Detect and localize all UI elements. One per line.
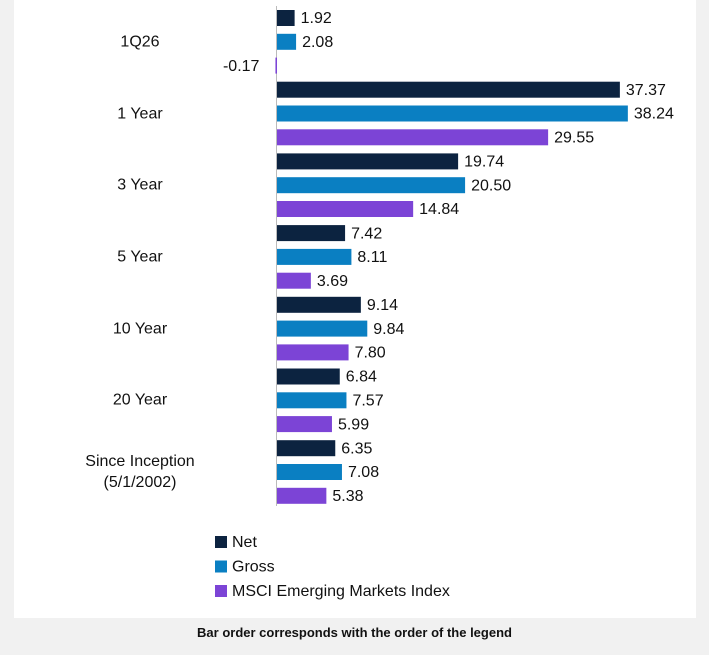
footnote: Bar order corresponds with the order of … bbox=[197, 625, 512, 640]
legend-swatch bbox=[215, 560, 227, 573]
category-label: 1 Year bbox=[117, 105, 163, 122]
value-label: 2.08 bbox=[302, 34, 333, 51]
value-label: 9.14 bbox=[367, 297, 398, 314]
value-label: 5.38 bbox=[332, 488, 363, 505]
value-label: 1.92 bbox=[301, 10, 332, 27]
legend-swatch bbox=[215, 585, 227, 597]
value-label: 19.74 bbox=[464, 154, 504, 171]
legend-label: Net bbox=[232, 534, 257, 551]
legend-swatch bbox=[215, 536, 227, 548]
value-label: 20.50 bbox=[471, 177, 511, 194]
bar bbox=[277, 81, 620, 98]
bar bbox=[275, 57, 277, 74]
value-label: 38.24 bbox=[634, 106, 674, 123]
category-label: 3 Year bbox=[117, 176, 163, 194]
bar bbox=[277, 464, 342, 480]
category-label: Since Inception (5/1/2002) bbox=[85, 453, 195, 491]
bar bbox=[277, 201, 414, 217]
bar bbox=[277, 487, 327, 504]
category-label: 20 Year bbox=[112, 391, 168, 409]
value-label: 7.08 bbox=[348, 464, 379, 481]
bar bbox=[277, 320, 368, 337]
value-label: 7.42 bbox=[351, 225, 382, 242]
value-label: 9.84 bbox=[373, 321, 404, 338]
value-label: 6.84 bbox=[346, 369, 377, 386]
value-label: 37.37 bbox=[626, 82, 666, 99]
value-label: -0.17 bbox=[223, 58, 260, 75]
bar bbox=[277, 177, 466, 194]
bar bbox=[277, 10, 295, 26]
value-label: 7.57 bbox=[352, 393, 383, 410]
legend-label: MSCI Emerging Markets Index bbox=[232, 583, 450, 600]
bar bbox=[277, 392, 347, 409]
value-label: 3.69 bbox=[317, 273, 348, 290]
bar bbox=[277, 153, 459, 170]
category-label: 1Q26 bbox=[120, 33, 160, 51]
bar bbox=[277, 272, 311, 289]
bar bbox=[277, 440, 336, 457]
bar bbox=[277, 416, 332, 433]
legend-label: Gross bbox=[232, 559, 275, 576]
value-label: 5.99 bbox=[338, 416, 369, 433]
bar bbox=[277, 129, 549, 146]
bar bbox=[277, 344, 349, 361]
bar bbox=[277, 296, 361, 313]
value-label: 29.55 bbox=[554, 130, 594, 147]
category-label: 10 Year bbox=[112, 320, 168, 338]
value-label: 6.35 bbox=[341, 440, 372, 457]
value-label: 7.80 bbox=[355, 345, 386, 362]
value-label: 8.11 bbox=[357, 249, 387, 266]
bar bbox=[277, 368, 340, 385]
category-label: 5 Year bbox=[117, 248, 163, 266]
bar bbox=[277, 225, 346, 242]
value-label: 14.84 bbox=[419, 201, 459, 218]
bar bbox=[277, 33, 297, 50]
bar bbox=[277, 248, 352, 265]
bar bbox=[277, 105, 628, 122]
